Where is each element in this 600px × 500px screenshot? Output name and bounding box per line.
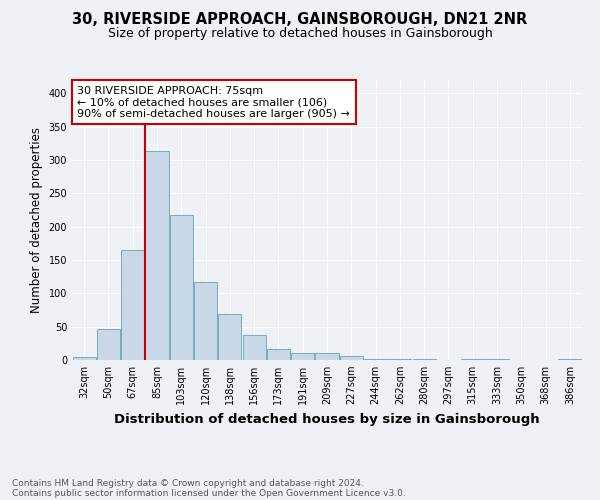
Y-axis label: Number of detached properties: Number of detached properties	[30, 127, 43, 313]
Bar	[316, 354, 338, 360]
Text: 30 RIVERSIDE APPROACH: 75sqm
← 10% of detached houses are smaller (106)
90% of s: 30 RIVERSIDE APPROACH: 75sqm ← 10% of de…	[77, 86, 350, 119]
Bar	[121, 250, 144, 360]
Text: Size of property relative to detached houses in Gainsborough: Size of property relative to detached ho…	[107, 28, 493, 40]
X-axis label: Distribution of detached houses by size in Gainsborough: Distribution of detached houses by size …	[114, 412, 540, 426]
Bar	[73, 358, 95, 360]
Bar	[364, 358, 387, 360]
Bar	[340, 356, 363, 360]
Bar	[194, 282, 217, 360]
Bar	[97, 330, 120, 360]
Bar	[267, 348, 290, 360]
Bar	[145, 152, 169, 360]
Bar	[461, 358, 484, 360]
Bar	[559, 358, 581, 360]
Bar	[242, 334, 266, 360]
Bar	[170, 214, 193, 360]
Text: Contains public sector information licensed under the Open Government Licence v3: Contains public sector information licen…	[12, 488, 406, 498]
Text: Contains HM Land Registry data © Crown copyright and database right 2024.: Contains HM Land Registry data © Crown c…	[12, 478, 364, 488]
Bar	[218, 314, 241, 360]
Bar	[291, 354, 314, 360]
Text: 30, RIVERSIDE APPROACH, GAINSBOROUGH, DN21 2NR: 30, RIVERSIDE APPROACH, GAINSBOROUGH, DN…	[73, 12, 527, 28]
